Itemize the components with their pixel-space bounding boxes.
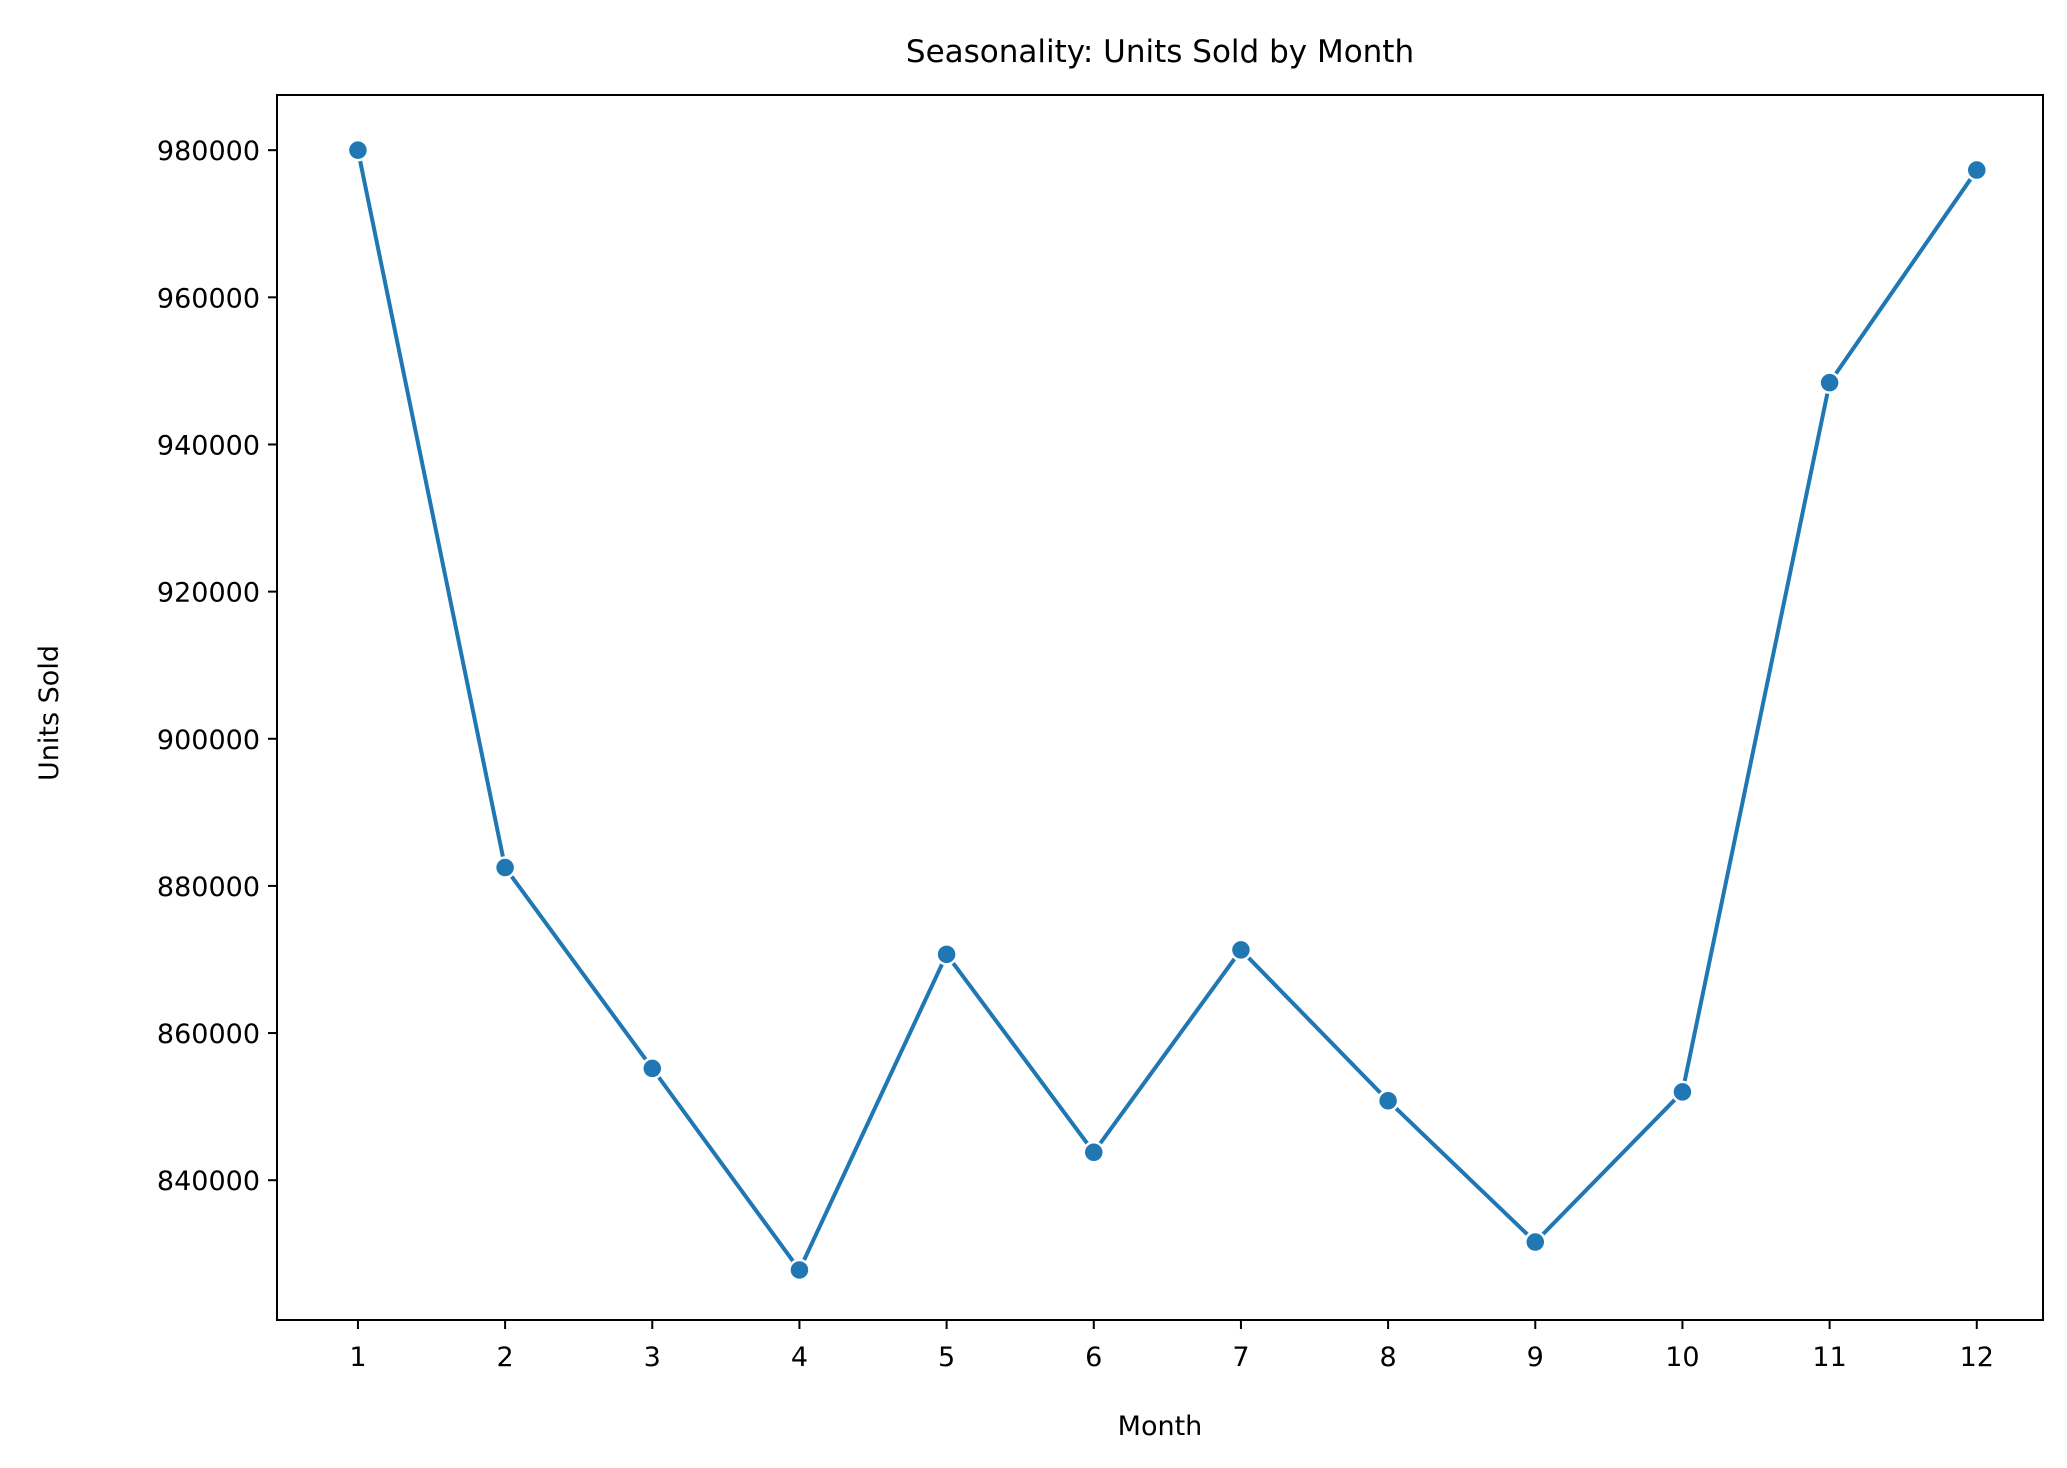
- y-tick-label: 940000: [157, 430, 260, 461]
- data-point: [641, 1057, 664, 1080]
- x-tick-label: 3: [644, 1342, 661, 1373]
- data-point: [1082, 1141, 1106, 1164]
- y-tick-label: 900000: [157, 725, 260, 756]
- x-tick-label: 4: [791, 1342, 808, 1373]
- series-layer: [346, 138, 1989, 1282]
- y-tick-label: 980000: [157, 136, 260, 167]
- chart-title: Seasonality: Units Sold by Month: [906, 34, 1414, 70]
- data-point: [346, 138, 370, 162]
- x-tick-label: 5: [938, 1342, 955, 1373]
- x-axis-label: Month: [1118, 1411, 1203, 1442]
- data-point: [1818, 371, 1841, 394]
- y-tick-label: 860000: [157, 1019, 260, 1050]
- data-point: [1229, 938, 1253, 962]
- x-tick-label: 7: [1232, 1342, 1249, 1373]
- y-tick-label: 880000: [157, 872, 260, 903]
- data-point: [1965, 158, 1989, 182]
- x-tick-label: 11: [1812, 1342, 1846, 1373]
- x-tick-label: 10: [1665, 1342, 1699, 1373]
- y-axis-ticks: 840000 860000 880000 900000 920000 940000 9600…: [157, 136, 277, 1197]
- plot-area-frame: [276, 94, 2044, 1321]
- data-point: [1524, 1230, 1547, 1254]
- x-tick-label: 9: [1527, 1342, 1544, 1373]
- data-point: [788, 1258, 811, 1282]
- data-point: [935, 943, 958, 966]
- y-axis-label: Units Sold: [34, 645, 65, 781]
- x-tick-label: 8: [1380, 1342, 1397, 1373]
- y-tick-label: 960000: [157, 283, 260, 314]
- x-tick-label: 12: [1960, 1342, 1994, 1373]
- data-point: [1671, 1080, 1694, 1104]
- x-tick-label: 2: [497, 1342, 514, 1373]
- x-tick-label: 6: [1085, 1342, 1102, 1373]
- data-point: [493, 856, 517, 879]
- y-tick-label: 840000: [157, 1166, 260, 1197]
- x-axis-ticks: 1 2 3 4 5 6 7 8 9 10 11 12: [349, 1320, 1994, 1373]
- x-tick-label: 1: [349, 1342, 366, 1373]
- series-line: [355, 148, 1979, 1272]
- data-point: [1376, 1089, 1400, 1113]
- y-tick-label: 920000: [157, 578, 260, 609]
